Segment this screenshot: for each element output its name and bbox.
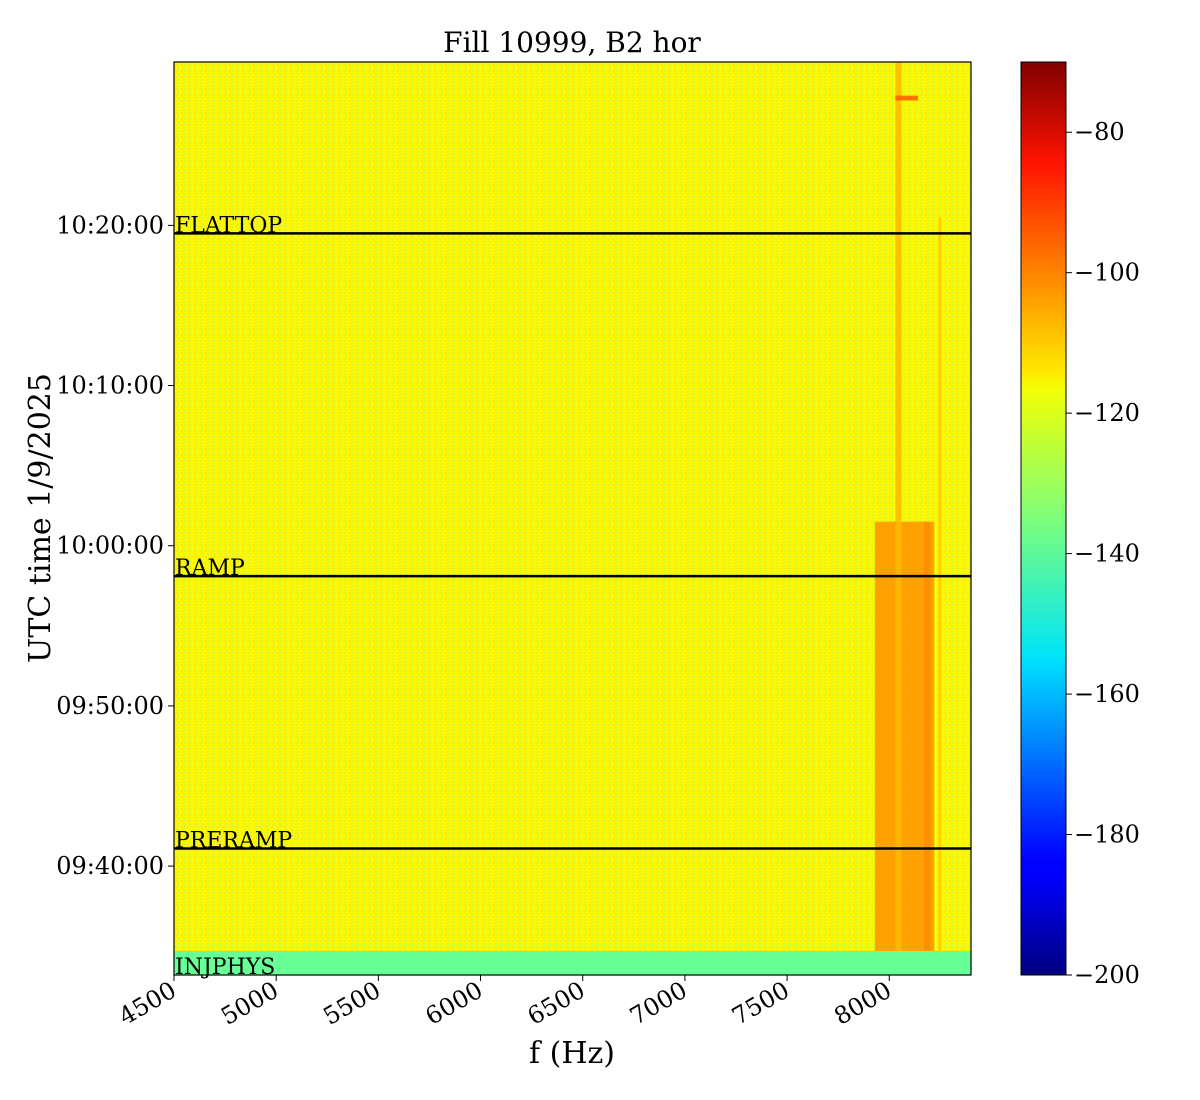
phase-marker-label: PRERAMP: [175, 828, 292, 853]
y-tick-label: 10:10:00: [56, 372, 164, 400]
phase-marker-label: RAMP: [175, 556, 245, 581]
y-tick-label: 10:00:00: [56, 532, 164, 560]
phase-marker-label: INJPHYS: [175, 955, 275, 980]
x-tick-label: 5500: [318, 976, 385, 1031]
colorbar: −80 −100 −120 −140 −160 −180 −200: [1020, 61, 1140, 989]
x-tick-label: 6500: [523, 976, 590, 1031]
y-tick-label: 10:20:00: [56, 211, 164, 239]
colorbar-tick-label: −140: [1074, 540, 1140, 568]
colorbar-frame: [1020, 61, 1067, 976]
heatmap-feature: [895, 95, 918, 101]
x-axis: 4500 5000 5500 6000 6500 7000 7500 8000: [114, 975, 896, 1031]
colorbar-gradient: [1021, 62, 1066, 975]
x-tick-label: 8000: [829, 976, 896, 1031]
heatmap-feature: [923, 521, 931, 951]
phase-markers: FLATTOP RAMP PRERAMP INJPHYS: [174, 213, 971, 980]
x-tick-label: 7000: [625, 976, 692, 1031]
heatmap-feature: [938, 217, 942, 951]
colorbar-tick-label: −120: [1074, 399, 1140, 427]
plot-area: [174, 62, 971, 975]
heatmap-band: [174, 950, 971, 975]
colorbar-tick-label: −160: [1074, 680, 1140, 708]
chart-title: Fill 10999, B2 hor: [443, 26, 701, 59]
colorbar-tick-label: −80: [1074, 118, 1125, 146]
colorbar-tick-label: −180: [1074, 821, 1140, 849]
x-tick-label: 4500: [114, 976, 181, 1031]
y-axis-label: UTC time 1/9/2025: [23, 373, 58, 663]
y-tick-label: 09:50:00: [56, 692, 164, 720]
x-tick-label: 5000: [216, 976, 283, 1031]
heatmap-feature: [895, 62, 902, 951]
plot-frame: [173, 61, 972, 976]
x-tick-label: 6000: [421, 976, 488, 1031]
x-axis-label: f (Hz): [529, 1036, 615, 1071]
x-tick-label: 7500: [727, 976, 794, 1031]
heatmap-texture: [174, 62, 971, 975]
y-axis: 09:40:00 09:50:00 10:00:00 10:10:00 10:20:00: [56, 211, 174, 880]
colorbar-tick-label: −200: [1074, 961, 1140, 989]
colorbar-tick-label: −100: [1074, 259, 1140, 287]
y-tick-label: 09:40:00: [56, 852, 164, 880]
phase-marker-label: FLATTOP: [175, 213, 282, 238]
